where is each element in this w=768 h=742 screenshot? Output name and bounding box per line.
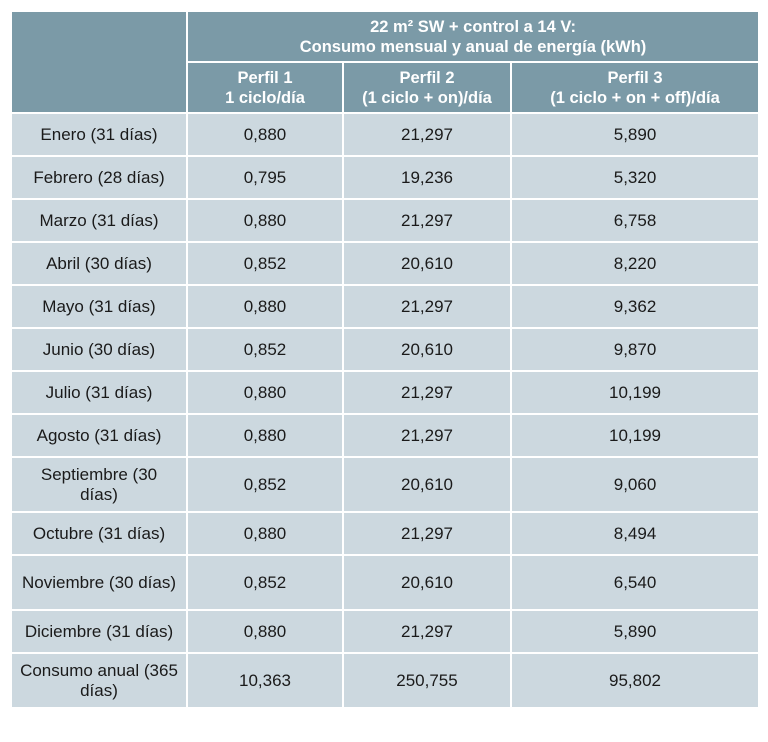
value-cell-perfil-3: 6,540 — [509, 554, 761, 611]
value-cell-perfil-3: 5,890 — [509, 112, 761, 157]
value-cell-perfil-3: 8,494 — [509, 511, 761, 556]
value-cell-perfil-3: 5,890 — [509, 609, 761, 654]
value-cell-perfil-2: 250,755 — [342, 652, 512, 709]
table-row: Consumo anual (365 días) 10,363 250,755 95,… — [10, 652, 761, 709]
value-cell-perfil-2: 21,297 — [342, 511, 512, 556]
row-label: Febrero (28 días) — [10, 155, 188, 200]
table-row: Marzo (31 días) 0,880 21,297 6,758 — [10, 198, 761, 243]
value-cell-perfil-1: 0,880 — [186, 413, 344, 458]
profile-header-1: Perfil 1 1 ciclo/día — [186, 61, 344, 114]
table-body: Enero (31 días) 0,880 21,297 5,890 Febrero (… — [10, 112, 761, 709]
value-cell-perfil-3: 10,199 — [509, 370, 761, 415]
value-cell-perfil-2: 21,297 — [342, 198, 512, 243]
row-label: Consumo anual (365 días) — [10, 652, 188, 709]
table-row: Enero (31 días) 0,880 21,297 5,890 — [10, 112, 761, 157]
profile-header-2: Perfil 2 (1 ciclo + on)/día — [342, 61, 512, 114]
row-label: Abril (30 días) — [10, 241, 188, 286]
table-title-line1: 22 m² SW + control a 14 V: — [370, 17, 576, 36]
value-cell-perfil-1: 0,880 — [186, 112, 344, 157]
table-row: Junio (30 días) 0,852 20,610 9,870 — [10, 327, 761, 372]
value-cell-perfil-1: 0,852 — [186, 241, 344, 286]
value-cell-perfil-1: 0,852 — [186, 456, 344, 513]
row-label: Octubre (31 días) — [10, 511, 188, 556]
row-label: Julio (31 días) — [10, 370, 188, 415]
value-cell-perfil-3: 95,802 — [509, 652, 761, 709]
table-row: Septiembre (30 días) 0,852 20,610 9,060 — [10, 456, 761, 513]
row-label: Septiembre (30 días) — [10, 456, 188, 513]
value-cell-perfil-3: 5,320 — [509, 155, 761, 200]
profile-name: Perfil 3 — [607, 68, 663, 87]
value-cell-perfil-2: 21,297 — [342, 413, 512, 458]
value-cell-perfil-1: 0,880 — [186, 370, 344, 415]
value-cell-perfil-3: 9,870 — [509, 327, 761, 372]
value-cell-perfil-1: 0,852 — [186, 327, 344, 372]
value-cell-perfil-2: 21,297 — [342, 112, 512, 157]
table-row: Febrero (28 días) 0,795 19,236 5,320 — [10, 155, 761, 200]
value-cell-perfil-2: 20,610 — [342, 554, 512, 611]
value-cell-perfil-1: 0,852 — [186, 554, 344, 611]
row-label: Enero (31 días) — [10, 112, 188, 157]
row-label: Agosto (31 días) — [10, 413, 188, 458]
table-row: Agosto (31 días) 0,880 21,297 10,199 — [10, 413, 761, 458]
table-header: 22 m² SW + control a 14 V: Consumo mensu… — [10, 10, 761, 114]
table-row: Diciembre (31 días) 0,880 21,297 5,890 — [10, 609, 761, 654]
table-row: Julio (31 días) 0,880 21,297 10,199 — [10, 370, 761, 415]
header-corner-cell — [10, 10, 188, 114]
table-row: Octubre (31 días) 0,880 21,297 8,494 — [10, 511, 761, 556]
table-row: Noviembre (30 días) 0,852 20,610 6,540 — [10, 554, 761, 611]
value-cell-perfil-2: 20,610 — [342, 327, 512, 372]
value-cell-perfil-3: 6,758 — [509, 198, 761, 243]
value-cell-perfil-1: 10,363 — [186, 652, 344, 709]
value-cell-perfil-2: 20,610 — [342, 241, 512, 286]
value-cell-perfil-1: 0,880 — [186, 609, 344, 654]
profile-name: Perfil 1 — [237, 68, 293, 87]
value-cell-perfil-3: 9,060 — [509, 456, 761, 513]
value-cell-perfil-3: 10,199 — [509, 413, 761, 458]
value-cell-perfil-1: 0,880 — [186, 284, 344, 329]
value-cell-perfil-3: 9,362 — [509, 284, 761, 329]
value-cell-perfil-1: 0,880 — [186, 511, 344, 556]
row-label: Mayo (31 días) — [10, 284, 188, 329]
row-label: Diciembre (31 días) — [10, 609, 188, 654]
value-cell-perfil-2: 21,297 — [342, 370, 512, 415]
energy-consumption-table: 22 m² SW + control a 14 V: Consumo mensu… — [10, 10, 761, 709]
row-label: Junio (30 días) — [10, 327, 188, 372]
profile-header-3: Perfil 3 (1 ciclo + on + off)/día — [509, 61, 761, 114]
table-row: Abril (30 días) 0,852 20,610 8,220 — [10, 241, 761, 286]
table-container: 22 m² SW + control a 14 V: Consumo mensu… — [10, 10, 761, 709]
value-cell-perfil-1: 0,880 — [186, 198, 344, 243]
table-title: 22 m² SW + control a 14 V: Consumo mensu… — [185, 10, 761, 63]
value-cell-perfil-2: 20,610 — [342, 456, 512, 513]
profile-desc: (1 ciclo + on)/día — [362, 88, 492, 107]
table-row: Mayo (31 días) 0,880 21,297 9,362 — [10, 284, 761, 329]
table-title-line2: Consumo mensual y anual de energía (kWh) — [299, 37, 647, 56]
value-cell-perfil-2: 21,297 — [342, 609, 512, 654]
profile-desc: 1 ciclo/día — [225, 88, 305, 107]
value-cell-perfil-2: 19,236 — [342, 155, 512, 200]
value-cell-perfil-1: 0,795 — [186, 155, 344, 200]
value-cell-perfil-3: 8,220 — [509, 241, 761, 286]
profile-desc: (1 ciclo + on + off)/día — [550, 88, 720, 107]
row-label: Marzo (31 días) — [10, 198, 188, 243]
row-label: Noviembre (30 días) — [10, 554, 188, 611]
profile-name: Perfil 2 — [399, 68, 455, 87]
value-cell-perfil-2: 21,297 — [342, 284, 512, 329]
